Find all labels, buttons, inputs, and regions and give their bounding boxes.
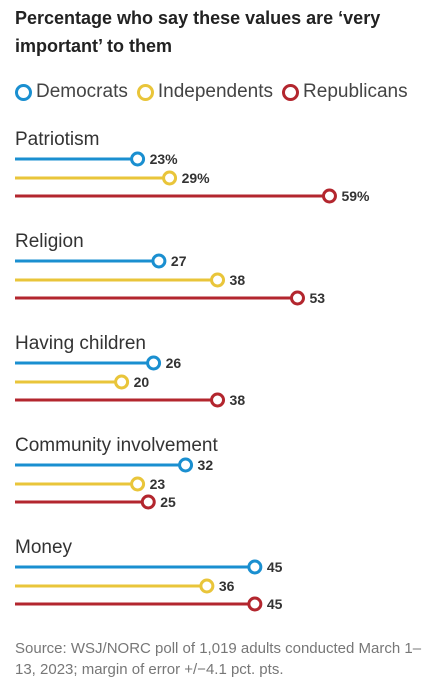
value-label-democrats-patriotism: 23% [150, 151, 179, 167]
value-label-republicans-money: 45 [267, 596, 283, 612]
value-label-independents-religion: 38 [230, 272, 246, 288]
dot-independents-religion [210, 272, 226, 288]
legend: Democrats Independents Republicans [15, 80, 417, 104]
dot-republicans-having-children [210, 392, 226, 408]
dot-independents-patriotism [162, 170, 178, 186]
dot-republicans-money [247, 596, 263, 612]
legend-swatch-republicans [282, 83, 300, 101]
dot-democrats-religion [151, 253, 167, 269]
dot-republicans-community-involvement [140, 494, 156, 510]
value-label-democrats-having-children: 26 [166, 355, 182, 371]
value-label-democrats-community-involvement: 32 [198, 457, 214, 473]
legend-label-independents: Independents [157, 81, 274, 102]
legend-label-democrats: Democrats [36, 81, 128, 102]
value-label-democrats-money: 45 [267, 559, 283, 575]
value-label-republicans-community-involvement: 25 [160, 494, 176, 510]
legend-item-democrats: Democrats [15, 81, 128, 103]
category-label-community-involvement: Community involvement [15, 435, 218, 456]
legend-swatch-independents [136, 83, 154, 101]
dot-independents-having-children [114, 374, 130, 390]
value-label-republicans-having-children: 38 [230, 392, 246, 408]
legend-item-independents: Independents [136, 81, 274, 103]
value-label-independents-community-involvement: 23 [150, 476, 166, 492]
dot-democrats-money [247, 559, 263, 575]
dot-republicans-religion [289, 290, 305, 306]
value-label-independents-having-children: 20 [134, 374, 150, 390]
value-label-independents-patriotism: 29% [182, 170, 211, 186]
value-label-republicans-patriotism: 59% [341, 188, 370, 204]
legend-label-republicans: Republicans [303, 81, 408, 102]
dot-democrats-community-involvement [178, 457, 194, 473]
category-label-religion: Religion [15, 231, 84, 252]
dot-democrats-having-children [146, 355, 162, 371]
source-note: Source: WSJ/NORC poll of 1,019 adults co… [15, 640, 422, 678]
category-label-patriotism: Patriotism [15, 129, 99, 150]
value-label-independents-money: 36 [219, 578, 235, 594]
legend-item-republicans: Republicans [282, 81, 408, 103]
dot-republicans-patriotism [321, 188, 337, 204]
chart-title: Percentage who say these values are ‘ver… [15, 8, 381, 56]
value-label-republicans-religion: 53 [309, 290, 325, 306]
dot-independents-money [199, 578, 215, 594]
category-label-money: Money [15, 537, 73, 558]
dot-independents-community-involvement [130, 476, 146, 492]
category-label-having-children: Having children [15, 333, 146, 354]
legend-swatch-democrats [15, 83, 32, 101]
value-label-democrats-religion: 27 [171, 253, 187, 269]
dot-democrats-patriotism [130, 151, 146, 167]
